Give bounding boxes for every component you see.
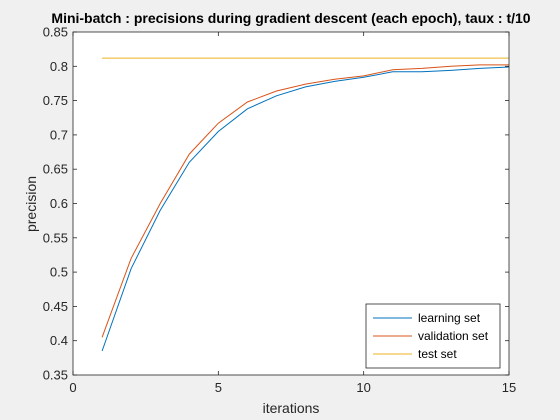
x-tick-label: 5 xyxy=(215,380,222,395)
x-tick-label: 10 xyxy=(356,380,370,395)
legend: learning set validation set test set xyxy=(365,303,501,369)
series-line-1 xyxy=(101,64,509,338)
y-tick-label: 0.55 xyxy=(43,230,68,245)
x-tick-label: 0 xyxy=(69,380,76,395)
legend-label-2: test set xyxy=(418,347,457,361)
y-tick-label: 0.6 xyxy=(50,196,68,211)
chart-title: Mini-batch : precisions during gradient … xyxy=(51,10,530,26)
x-tick-label: 15 xyxy=(502,380,516,395)
series-layer xyxy=(101,57,510,352)
y-tick-label: 0.35 xyxy=(43,368,68,383)
y-tick-label: 0.4 xyxy=(50,333,68,348)
y-tick-label: 0.8 xyxy=(50,59,68,74)
y-tick-label: 0.75 xyxy=(43,93,68,108)
legend-label-1: validation set xyxy=(418,329,489,343)
y-axis-label: precision xyxy=(23,176,39,232)
y-tick-label: 0.85 xyxy=(43,25,68,40)
y-tick-label: 0.45 xyxy=(43,299,68,314)
y-tick-label: 0.7 xyxy=(50,127,68,142)
legend-label-0: learning set xyxy=(418,311,481,325)
y-tick-label: 0.65 xyxy=(43,162,68,177)
y-tick-label: 0.5 xyxy=(50,265,68,280)
series-line-0 xyxy=(101,66,510,352)
axes-layer: 0 5 10 15 0.35 0.4 0.45 0.5 0.55 0.6 0.65 0.7 0.75 0.… xyxy=(43,25,517,396)
x-axis-label: iterations xyxy=(263,400,320,416)
